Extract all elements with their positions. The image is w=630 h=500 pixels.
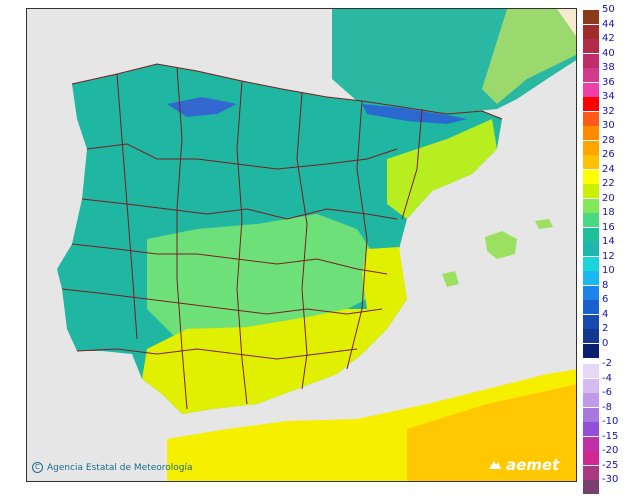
legend-label-cold: -25 (602, 459, 619, 471)
legend-label-warm: 4 (602, 308, 609, 320)
legend-swatch-cold (583, 393, 599, 407)
legend-swatch-cold (583, 378, 599, 393)
legend-label-warm: 0 (602, 337, 609, 349)
legend-swatch-cold (583, 422, 599, 436)
legend-swatch-warm (583, 53, 599, 68)
map-canvas (27, 9, 576, 481)
temperature-legend: 50 44 42 40 38 36 34 32 30 28 26 24 22 20 18 16 14 12 10 8 6… (583, 4, 628, 494)
legend-label-warm: 38 (602, 62, 615, 73)
legend-swatch-warm (583, 213, 599, 227)
legend-label-warm: 18 (602, 207, 615, 218)
south-warm-area (142, 309, 387, 414)
legend-swatch-warm (583, 300, 599, 314)
legend-swatch-warm (583, 198, 599, 213)
legend-swatch-warm (583, 68, 599, 82)
legend-label-warm: 34 (602, 91, 615, 102)
legend-label-warm: 32 (602, 105, 615, 117)
outside-land-corner (557, 9, 576, 37)
legend-label-cold: -4 (602, 372, 612, 384)
menorca (535, 219, 553, 229)
legend-swatch-warm (583, 126, 599, 140)
legend-label-warm: 42 (602, 33, 615, 44)
legend-swatch-warm (583, 271, 599, 285)
legend-label-warm: 14 (602, 236, 615, 247)
legend-swatch-cold (583, 480, 599, 494)
legend-swatch-cold (583, 436, 599, 451)
mallorca (485, 231, 517, 259)
legend-swatch-cold (583, 364, 599, 378)
legend-label-warm: 30 (602, 120, 615, 131)
legend-label-warm: 50 (602, 4, 615, 15)
legend-swatch-cold (583, 465, 599, 480)
africa-warm-band (407, 384, 576, 481)
credit-label: C Agencia Estatal de Meteorología (32, 462, 193, 473)
east-coast-warm (362, 247, 407, 329)
legend-label-warm: 12 (602, 250, 615, 262)
pyrenees-cold (362, 104, 467, 124)
credit-text: Agencia Estatal de Meteorología (47, 463, 193, 473)
legend-label-warm: 6 (602, 294, 609, 305)
legend-swatch-warm (583, 140, 599, 155)
central-mild-area (147, 214, 377, 339)
copyright-icon: C (32, 462, 43, 473)
legend-swatch-warm (583, 343, 599, 358)
ibiza (442, 271, 459, 287)
legend-label-warm: 36 (602, 76, 615, 88)
legend-label-warm: 40 (602, 47, 615, 59)
legend-swatch-warm (583, 242, 599, 256)
legend-label-cold: -15 (602, 430, 619, 442)
legend-label-warm: 28 (602, 134, 615, 146)
legend-swatch-cold (583, 407, 599, 422)
legend-label-warm: 22 (602, 178, 615, 189)
legend-swatch-warm (583, 285, 599, 300)
legend-label-warm: 20 (602, 192, 615, 204)
legend-swatch-warm (583, 111, 599, 126)
legend-swatch-warm (583, 256, 599, 271)
north-east-warm (387, 119, 497, 219)
france-warm-band (482, 9, 576, 104)
legend-label-warm: 2 (602, 323, 609, 334)
legend-swatch-warm (583, 82, 599, 97)
legend-swatch-warm (583, 184, 599, 198)
legend-swatch-warm (583, 97, 599, 111)
legend-label-cold: -10 (602, 416, 619, 427)
legend-label-cold: -20 (602, 445, 619, 456)
legend-label-cold: -8 (602, 401, 612, 413)
aemet-logo-mark-icon (489, 461, 501, 469)
legend-label-warm: 10 (602, 265, 615, 276)
legend-label-cold: -6 (602, 387, 612, 398)
legend-swatch-warm (583, 329, 599, 343)
legend-swatch-warm (583, 39, 599, 53)
logo-text: aemet (506, 456, 560, 474)
legend-swatch-warm (583, 155, 599, 169)
legend-label-warm: 44 (602, 18, 615, 30)
legend-label-warm: 16 (602, 221, 615, 233)
legend-label-warm: 8 (602, 279, 609, 291)
legend-label-cold: -2 (602, 358, 612, 369)
legend-swatch-warm (583, 227, 599, 242)
legend-label-warm: 24 (602, 163, 615, 175)
legend-swatch-warm (583, 314, 599, 329)
province-borders (61, 63, 503, 410)
aemet-logo: aemet (488, 456, 578, 474)
temperature-map (26, 8, 577, 482)
cantabrian-cold (167, 97, 237, 117)
legend-swatch-warm (583, 169, 599, 184)
legend-label-cold: -30 (602, 474, 619, 485)
legend-swatch-warm (583, 10, 599, 24)
legend-label-warm: 26 (602, 149, 615, 160)
legend-swatch-cold (583, 451, 599, 465)
legend-swatch-warm (583, 24, 599, 39)
